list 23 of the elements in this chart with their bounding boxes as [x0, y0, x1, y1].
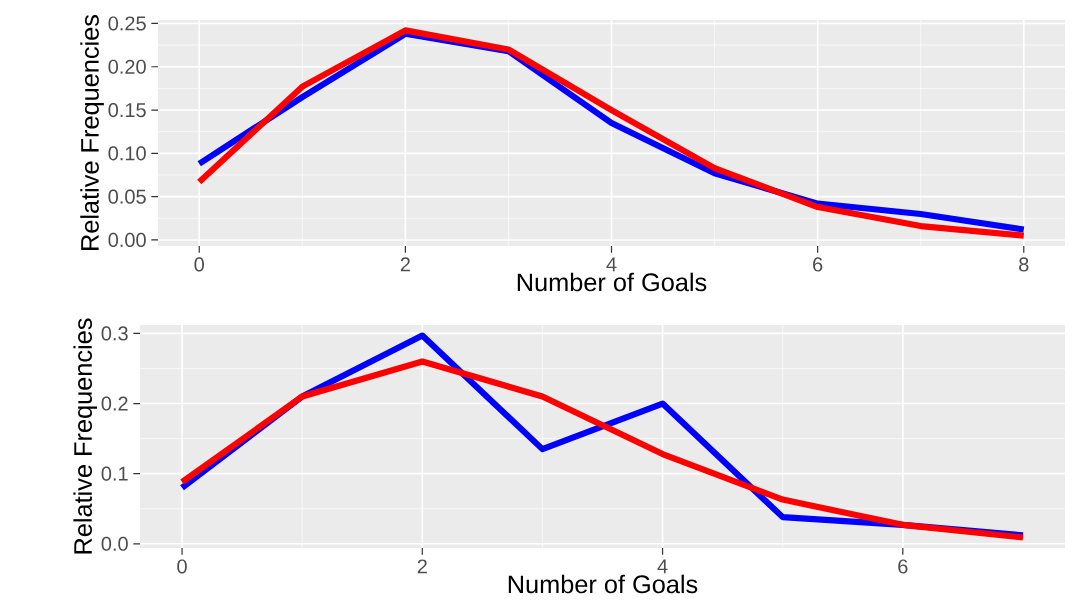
y-tick-label: 0.05 [108, 189, 146, 204]
y-tick-label: 0.10 [108, 146, 146, 161]
x-tick-label: 0 [177, 559, 187, 574]
x-axis-title: Number of Goals [517, 272, 707, 292]
y-tick-label: 0.00 [108, 232, 146, 248]
y-tick-label: 0.15 [108, 102, 146, 118]
x-tick-label: 4 [606, 257, 617, 272]
y-tick-label: 0.1 [101, 466, 128, 481]
y-tick-label: 0.3 [101, 326, 128, 341]
x-tick-label: 8 [1019, 257, 1029, 272]
y-tick-label: 0.2 [101, 396, 128, 411]
x-tick-label: 4 [657, 559, 668, 574]
x-tick-label: 0 [194, 257, 204, 272]
y-axis-title: Relative Frequencies [80, 15, 104, 250]
x-axis-title: Number of Goals [508, 574, 698, 594]
y-tick-label: 0.20 [108, 59, 146, 74]
x-tick-label: 2 [417, 559, 427, 574]
x-tick-label: 6 [898, 559, 908, 574]
y-axis-title: Relative Frequencies [73, 318, 97, 554]
y-tick-label: 0.0 [101, 536, 128, 551]
y-tick-label: 0.25 [108, 16, 146, 31]
x-tick-label: 6 [813, 257, 823, 272]
x-tick-label: 2 [400, 257, 410, 272]
